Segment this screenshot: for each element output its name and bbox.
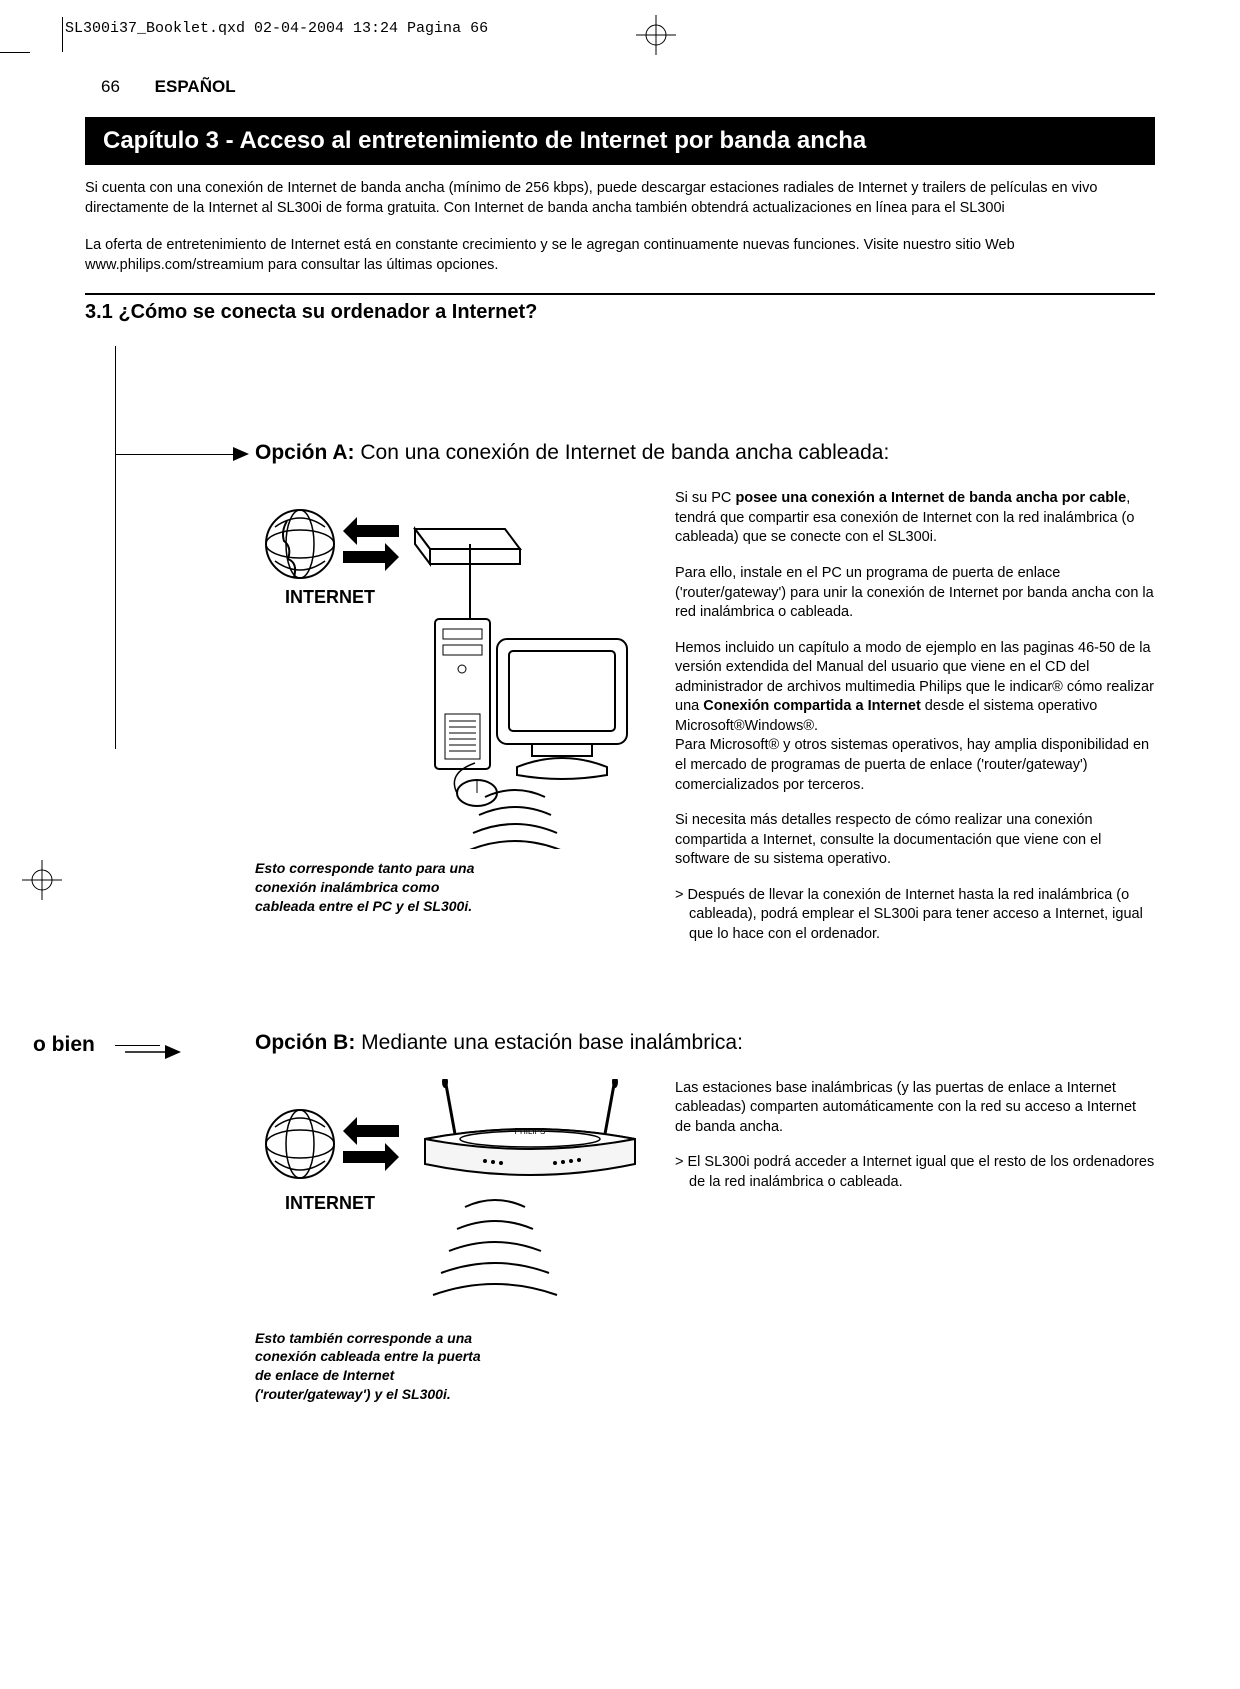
- option-b-text: Las estaciones base inalámbricas (y las …: [675, 1079, 1155, 1439]
- option-a-prefix: Opción A:: [255, 441, 360, 464]
- option-a-heading: Opción A: Con una conexión de Internet d…: [255, 441, 1155, 465]
- arrow-icon: [125, 1045, 181, 1064]
- option-b-caption: Esto también corresponde a una conexión …: [255, 1329, 485, 1405]
- internet-label: INTERNET: [255, 1193, 405, 1214]
- chapter-title: Capítulo 3 - Acceso al entretenimiento d…: [85, 117, 1155, 165]
- arrow-icon: [233, 447, 249, 461]
- diagram-svg: [255, 489, 645, 849]
- language-label: ESPAÑOL: [155, 77, 236, 96]
- option-b-heading: Opción B: Mediante una estación base ina…: [255, 1031, 1155, 1055]
- diagram-svg: PHILIPS: [255, 1079, 645, 1359]
- section-title: 3.1 ¿Cómo se conecta su ordenador a Inte…: [85, 293, 1155, 324]
- option-b: o bien Opción B: Mediante una estación b…: [105, 1031, 1155, 1439]
- page: SL300i37_Booklet.qxd 02-04-2004 13:24 Pa…: [0, 0, 1240, 1689]
- page-header: 66 ESPAÑOL: [85, 77, 1155, 97]
- crop-mark: [62, 17, 63, 52]
- option-a: Opción A: Con una conexión de Internet d…: [105, 346, 1155, 960]
- svg-text:PHILIPS: PHILIPS: [515, 1127, 546, 1136]
- option-a-caption: Esto corresponde tanto para una conexión…: [255, 859, 475, 916]
- registration-mark-left: [22, 860, 62, 900]
- option-a-diagram: INTERNET Esto corresponde tanto para una…: [255, 489, 645, 960]
- page-number: 66: [101, 77, 120, 96]
- option-a-text: Si su PC posee una conexión a Internet d…: [675, 489, 1155, 960]
- option-b-diagram: PHILIPS INTERNET: [255, 1079, 645, 1439]
- registration-mark-top: [636, 15, 676, 55]
- o-bien-label: o bien: [33, 1033, 95, 1057]
- crop-mark: [0, 52, 30, 53]
- option-b-suffix: Mediante una estación base inalámbrica:: [361, 1031, 743, 1054]
- print-header: SL300i37_Booklet.qxd 02-04-2004 13:24 Pa…: [65, 20, 1155, 37]
- intro-paragraph: Si cuenta con una conexión de Internet d…: [85, 179, 1155, 218]
- intro-paragraph: La oferta de entretenimiento de Internet…: [85, 236, 1155, 275]
- option-tree: Opción A: Con una conexión de Internet d…: [105, 346, 1155, 1438]
- option-b-prefix: Opción B:: [255, 1031, 361, 1054]
- tree-branch-line: [115, 454, 235, 455]
- option-a-suffix: Con una conexión de Internet de banda an…: [360, 441, 889, 464]
- internet-label: INTERNET: [255, 587, 405, 608]
